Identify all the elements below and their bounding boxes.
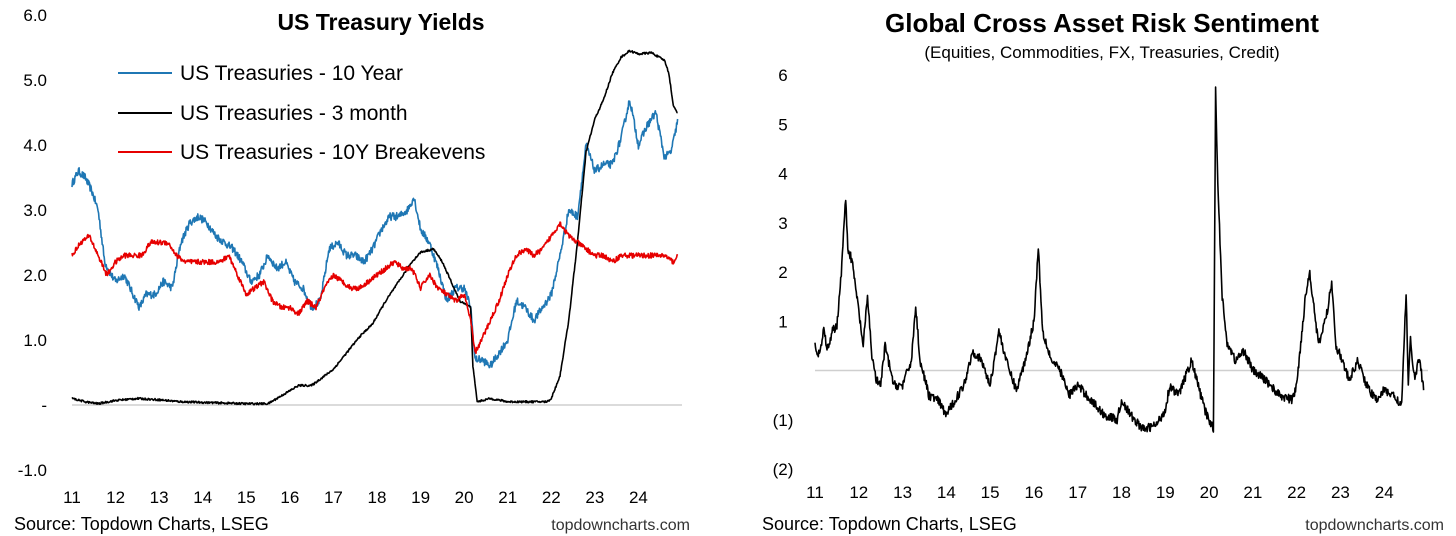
left-legend: US Treasuries - 10 Year US Treasuries - … (118, 62, 485, 164)
x-tick-11: 11 (806, 483, 824, 502)
x-tick-23: 23 (1331, 483, 1350, 502)
y-tick-6: 6 (778, 66, 787, 85)
right-chart-title: Global Cross Asset Risk Sentiment (885, 8, 1319, 38)
x-tick-22: 22 (542, 488, 561, 507)
right-source-note: Source: Topdown Charts, LSEG (762, 514, 1017, 534)
risk-sentiment-chart: Global Cross Asset Risk Sentiment (Equit… (762, 8, 1444, 534)
y-tick-2: (2) (773, 460, 794, 479)
us-treasury-yields-chart: US Treasury Yields 6.0 5.0 4.0 3.0 2.0 1.0 - -1… (14, 6, 690, 534)
x-tick-23: 23 (585, 488, 604, 507)
x-tick-18: 18 (1112, 483, 1131, 502)
left-chart-title: US Treasury Yields (277, 9, 484, 35)
x-tick-24: 24 (1375, 483, 1394, 502)
y-tick-4: 4 (778, 165, 787, 184)
right-y-axis-ticks: 6 5 4 3 2 1 (1) (2) (773, 66, 794, 479)
y-tick-1: (1) (773, 411, 794, 430)
x-tick-14: 14 (193, 488, 212, 507)
left-x-axis-ticks: 11 12 13 14 15 16 17 18 19 20 21 22 23 24 (63, 488, 648, 507)
y-tick-3-0: 3.0 (23, 201, 47, 220)
x-tick-12: 12 (849, 483, 868, 502)
left-source-note: Source: Topdown Charts, LSEG (14, 514, 269, 534)
x-tick-16: 16 (1024, 483, 1043, 502)
x-tick-16: 16 (280, 488, 299, 507)
x-tick-11: 11 (63, 488, 81, 507)
y-tick-2: 2 (778, 263, 787, 282)
y-tick-zero: - (41, 396, 47, 415)
series-line-global-cross-asset-risk-sentiment (814, 86, 1425, 433)
x-tick-21: 21 (1243, 483, 1262, 502)
y-tick-4-0: 4.0 (23, 136, 47, 155)
left-series-lines (71, 49, 679, 406)
x-tick-14: 14 (937, 483, 956, 502)
x-tick-17: 17 (324, 488, 343, 507)
x-tick-12: 12 (106, 488, 125, 507)
x-tick-15: 15 (237, 488, 256, 507)
legend-label-10-year: US Treasuries - 10 Year (180, 62, 403, 85)
left-watermark: topdowncharts.com (551, 517, 690, 534)
legend-label-3-month: US Treasuries - 3 month (180, 102, 408, 125)
series-line-us-treasuries-3-month (71, 49, 678, 406)
y-tick-1-0: 1.0 (23, 331, 47, 350)
x-tick-13: 13 (150, 488, 169, 507)
legend-label-breakevens: US Treasuries - 10Y Breakevens (180, 141, 485, 164)
x-tick-18: 18 (368, 488, 387, 507)
series-line-us-treasuries-10y-breakevens (71, 221, 679, 354)
y-tick-3: 3 (778, 214, 787, 233)
series-line-us-treasuries-10-year (71, 100, 679, 369)
x-tick-20: 20 (1200, 483, 1219, 502)
right-chart-subtitle: (Equities, Commodities, FX, Treasuries, … (924, 43, 1279, 62)
x-tick-22: 22 (1287, 483, 1306, 502)
y-tick-6-0: 6.0 (23, 6, 47, 25)
left-y-axis-ticks: 6.0 5.0 4.0 3.0 2.0 1.0 - -1.0 (18, 6, 47, 480)
y-tick-1: 1 (778, 312, 787, 331)
x-tick-19: 19 (411, 488, 430, 507)
x-tick-24: 24 (629, 488, 648, 507)
y-tick-5-0: 5.0 (23, 71, 47, 90)
y-tick-2-0: 2.0 (23, 266, 47, 285)
x-tick-21: 21 (498, 488, 517, 507)
right-watermark: topdowncharts.com (1305, 517, 1444, 534)
x-tick-20: 20 (455, 488, 474, 507)
y-tick-5: 5 (778, 115, 787, 134)
x-tick-13: 13 (893, 483, 912, 502)
right-series-lines (814, 86, 1425, 433)
y-tick-1-0: -1.0 (18, 461, 47, 480)
right-x-axis-ticks: 11 12 13 14 15 16 17 18 19 20 21 22 23 24 (806, 483, 1394, 502)
x-tick-17: 17 (1068, 483, 1087, 502)
x-tick-15: 15 (981, 483, 1000, 502)
x-tick-19: 19 (1156, 483, 1175, 502)
